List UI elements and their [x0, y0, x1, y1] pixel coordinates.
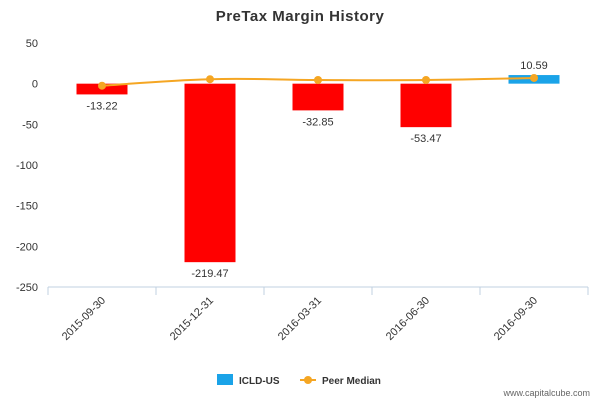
- peer-median-point-2015-09-30[interactable]: [98, 81, 106, 90]
- bar-2016-03-31[interactable]: [292, 83, 344, 111]
- credit-text[interactable]: www.capitalcube.com: [502, 388, 590, 398]
- bar-series: [76, 75, 560, 263]
- data-label: 10.59: [520, 60, 548, 72]
- data-label: -219.47: [191, 268, 228, 280]
- legend-label-peer-median[interactable]: Peer Median: [322, 376, 381, 387]
- chart-title: PreTax Margin History: [216, 8, 385, 25]
- legend[interactable]: ICLD-US Peer Median: [217, 374, 381, 387]
- peer-median-point-2015-12-31[interactable]: [206, 75, 214, 84]
- peer-median-point-2016-09-30[interactable]: [530, 73, 538, 82]
- x-tick-label: 2015-12-31: [168, 295, 216, 343]
- peer-median-point-2016-03-31[interactable]: [314, 76, 322, 85]
- y-tick-label: -50: [22, 119, 38, 131]
- y-tick-label: -200: [16, 241, 38, 253]
- legend-label-icld-us[interactable]: ICLD-US: [239, 376, 280, 387]
- x-tick-label: 2016-06-30: [384, 295, 432, 343]
- y-axis: 50 0 -50 -100 -150 -200 -250: [16, 38, 38, 294]
- x-tick-label: 2016-09-30: [492, 295, 540, 343]
- y-tick-label: -150: [16, 201, 38, 213]
- bar-2016-06-30[interactable]: [400, 83, 452, 128]
- legend-swatch-icld-us: [217, 374, 233, 385]
- y-tick-label: 50: [26, 38, 38, 50]
- legend-marker-peer-median: [304, 376, 312, 384]
- x-tick-label: 2016-03-31: [276, 295, 324, 343]
- x-tick-label: 2015-09-30: [60, 295, 108, 343]
- bar-2015-12-31[interactable]: [184, 83, 236, 263]
- data-label: -53.47: [410, 133, 441, 145]
- y-tick-label: -100: [16, 160, 38, 172]
- y-tick-label: 0: [32, 79, 38, 91]
- data-labels: -13.22 -219.47 -32.85 -53.47 10.59: [86, 60, 547, 280]
- y-tick-label: -250: [16, 282, 38, 294]
- x-axis: 2015-09-30 2015-12-31 2016-03-31 2016-06-30…: [47, 286, 589, 343]
- data-label: -13.22: [86, 100, 117, 112]
- peer-median-series: [98, 73, 538, 90]
- data-label: -32.85: [302, 116, 333, 128]
- peer-median-point-2016-06-30[interactable]: [422, 76, 430, 85]
